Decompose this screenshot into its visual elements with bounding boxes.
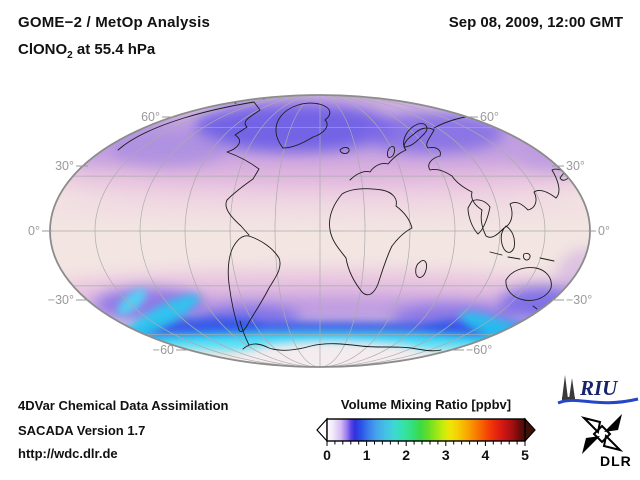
- credit-line-version: SACADA Version 1.7: [18, 423, 146, 438]
- riu-logo: RIU: [557, 375, 639, 405]
- lat-label-left-30s: −30°: [48, 293, 74, 307]
- credit-line-assimilation: 4DVar Chemical Data Assimilation: [18, 398, 229, 413]
- colorbar-tick-3: 3: [441, 447, 450, 463]
- colorbar-minor-ticks: [326, 441, 526, 446]
- pressure-level: at 55.4 hPa: [72, 41, 156, 58]
- species-name: ClONO: [18, 41, 68, 58]
- riu-wordmark: RIU: [579, 376, 619, 400]
- timestamp: Sep 08, 2009, 12:00 GMT: [448, 14, 623, 31]
- continent-outlines: [117, 95, 577, 352]
- colorbar: [316, 417, 536, 446]
- species-subscript: 2: [67, 50, 73, 61]
- colorbar-tick-4: 4: [481, 447, 490, 463]
- colorbar-tick-0: 0: [323, 447, 331, 463]
- coastline-greenland-iceland: [275, 102, 350, 154]
- cathedral-icon: [562, 375, 575, 400]
- lat-label-right-30s: −30°: [566, 293, 592, 307]
- species-level-title: ClONO2 at 55.4 hPa: [18, 41, 155, 61]
- colorbar-tick-2: 2: [402, 447, 411, 463]
- lat-label-right-0: 0°: [598, 224, 610, 238]
- colorbar-tick-5: 5: [521, 447, 529, 463]
- lat-label-left-60n: 60°: [141, 110, 160, 124]
- lat-label-right-60s: −60°: [466, 343, 492, 357]
- lat-label-left-60s: −60: [153, 343, 174, 357]
- dlr-logo: DLR: [580, 414, 632, 469]
- latitude-labels: 60° 30° 0° −30° −60 60° 30° 0° −30° −60°: [28, 110, 610, 357]
- latitude-ticks: [42, 116, 596, 351]
- lat-label-right-30n: 30°: [566, 159, 585, 173]
- dlr-wordmark: DLR: [600, 453, 632, 469]
- lat-label-left-30n: 30°: [55, 159, 74, 173]
- credit-line-url: http://wdc.dlr.de: [18, 446, 118, 461]
- riu-wave-icon: [557, 397, 639, 405]
- page-title: GOME−2 / MetOp Analysis: [18, 14, 211, 31]
- colorbar-title: Volume Mixing Ratio [ppbv]: [340, 397, 512, 412]
- colorbar-left-arrow: [316, 417, 328, 443]
- colorbar-gradient-bar: [326, 418, 526, 442]
- colorbar-tick-1: 1: [362, 447, 371, 463]
- coastline-europe: [349, 123, 453, 181]
- coastline-africa: [329, 188, 427, 296]
- lat-label-right-60n: 60°: [480, 110, 499, 124]
- colorbar-right-arrow: [524, 417, 536, 443]
- dlr-star-icon: [580, 414, 624, 454]
- coastline-antarctica: [239, 320, 442, 352]
- lat-label-left-0: 0°: [28, 224, 40, 238]
- coastline-australia: [505, 267, 574, 318]
